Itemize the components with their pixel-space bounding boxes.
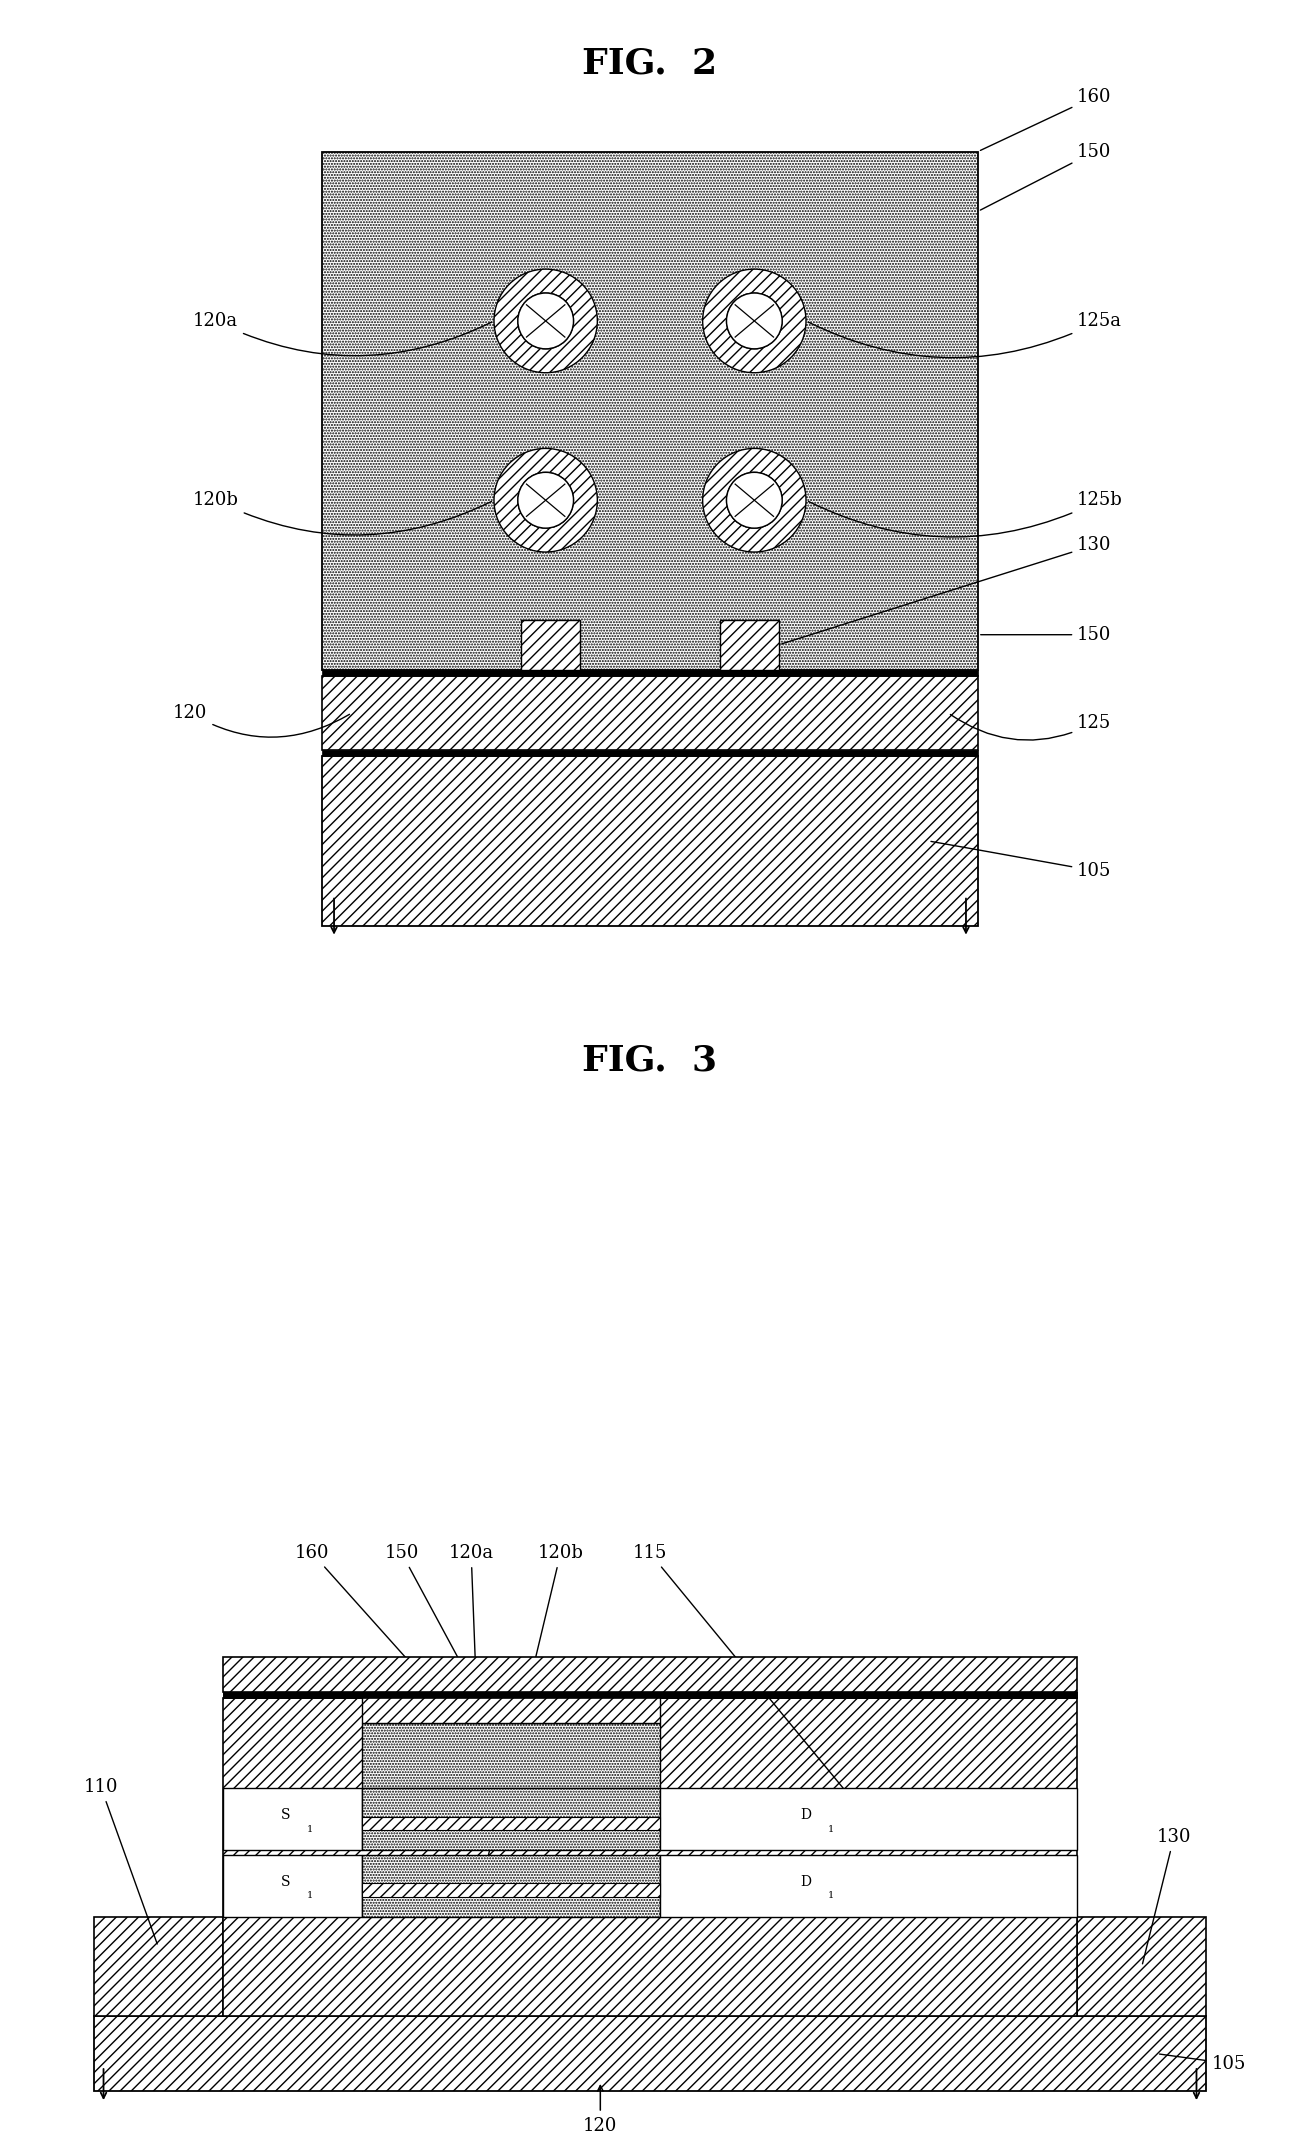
Text: 125a: 125a: [808, 311, 1123, 358]
Text: 130: 130: [782, 536, 1112, 644]
Text: S: S: [281, 1875, 290, 1890]
Wedge shape: [494, 448, 597, 551]
Text: 130: 130: [1142, 1828, 1192, 1965]
Bar: [222, 1855, 362, 1918]
Text: 120b: 120b: [481, 1544, 584, 1883]
Text: 105: 105: [1159, 2055, 1246, 2072]
Bar: [222, 1697, 1077, 2016]
Text: 1: 1: [827, 1825, 834, 1834]
Bar: [323, 751, 978, 757]
Circle shape: [518, 294, 574, 350]
Text: D: D: [800, 1875, 812, 1890]
Text: 120b: 120b: [193, 491, 492, 534]
Wedge shape: [703, 448, 807, 551]
Wedge shape: [703, 268, 807, 373]
Bar: [660, 1855, 1077, 1918]
Text: 125b: 125b: [808, 491, 1123, 536]
Text: 120: 120: [173, 704, 350, 738]
Bar: [719, 620, 779, 669]
Bar: [94, 2016, 1206, 2091]
Bar: [362, 1855, 660, 1918]
Text: FIG.  2: FIG. 2: [583, 47, 718, 82]
Text: 160: 160: [981, 88, 1112, 150]
Text: 120a: 120a: [193, 311, 492, 356]
Bar: [323, 757, 978, 927]
Text: 150: 150: [981, 626, 1111, 643]
Bar: [362, 1817, 660, 1830]
Text: 105: 105: [932, 841, 1111, 879]
Bar: [362, 1722, 660, 1789]
Text: D: D: [800, 1808, 812, 1821]
Bar: [323, 669, 978, 676]
Text: 120a: 120a: [449, 1544, 493, 1810]
Bar: [222, 1789, 362, 1849]
Circle shape: [726, 294, 782, 350]
Bar: [222, 1656, 1077, 1692]
Text: 150: 150: [384, 1544, 510, 1752]
Text: 160: 160: [295, 1544, 449, 1707]
Bar: [222, 1692, 1077, 1697]
Circle shape: [518, 472, 574, 528]
Text: 1: 1: [307, 1825, 314, 1834]
Bar: [94, 1918, 222, 2016]
Bar: [362, 1695, 660, 1722]
Text: 1: 1: [307, 1892, 314, 1900]
Circle shape: [726, 472, 782, 528]
Bar: [1077, 1918, 1206, 2016]
Wedge shape: [494, 268, 597, 373]
Text: FIG.  3: FIG. 3: [583, 1042, 718, 1077]
Text: S: S: [281, 1808, 290, 1821]
Bar: [323, 152, 978, 669]
Bar: [323, 676, 978, 751]
Text: 110: 110: [83, 1778, 157, 1943]
Bar: [660, 1789, 1077, 1849]
Bar: [362, 1883, 660, 1896]
Bar: [222, 1692, 1077, 1697]
Text: 120: 120: [583, 2117, 618, 2134]
Text: 150: 150: [981, 142, 1111, 210]
Text: 125: 125: [950, 714, 1111, 740]
Text: 115: 115: [632, 1544, 866, 1817]
Bar: [362, 1789, 660, 1849]
Text: 1: 1: [827, 1892, 834, 1900]
Bar: [520, 620, 580, 669]
